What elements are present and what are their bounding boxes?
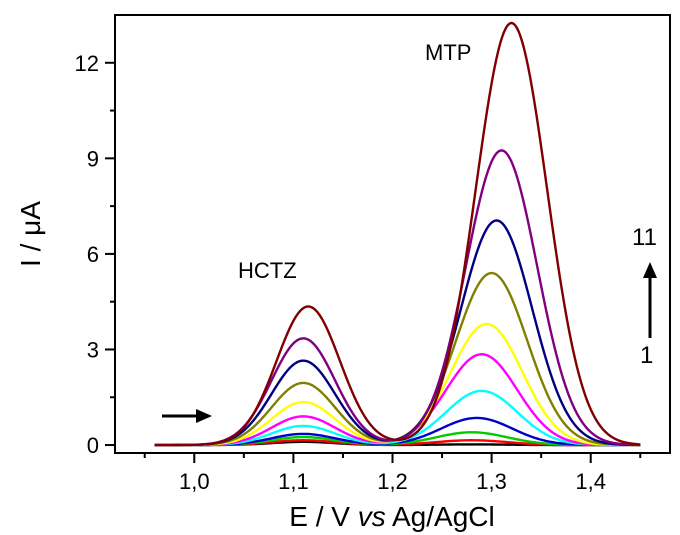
x-tick-label: 1,0 <box>179 469 210 494</box>
x-axis-label: E / V vs Ag/AgCl <box>289 501 494 532</box>
axis-ticks: 1,0 1,1 1,2 1,3 1,4 0 3 6 9 12 <box>75 51 642 494</box>
peak-label-mtp: MTP <box>425 40 471 65</box>
series-line-11 <box>154 21 641 447</box>
peak-label-hctz: HCTZ <box>238 258 297 283</box>
x-tick-label: 1,4 <box>575 469 606 494</box>
series-curves <box>154 21 641 447</box>
y-tick-label: 9 <box>87 146 99 171</box>
series-index-top: 11 <box>632 224 657 251</box>
up-arrow-icon <box>643 262 657 338</box>
y-axis-label: I / μA <box>15 201 46 267</box>
x-tick-label: 1,3 <box>476 469 507 494</box>
x-tick-label: 1,2 <box>377 469 408 494</box>
y-tick-label: 6 <box>87 242 99 267</box>
y-tick-label: 0 <box>87 433 99 458</box>
y-tick-label: 12 <box>75 51 99 76</box>
series-index-bottom: 1 <box>640 342 653 369</box>
y-tick-label: 3 <box>87 337 99 362</box>
right-arrow-icon <box>162 409 212 423</box>
x-tick-label: 1,1 <box>278 469 309 494</box>
